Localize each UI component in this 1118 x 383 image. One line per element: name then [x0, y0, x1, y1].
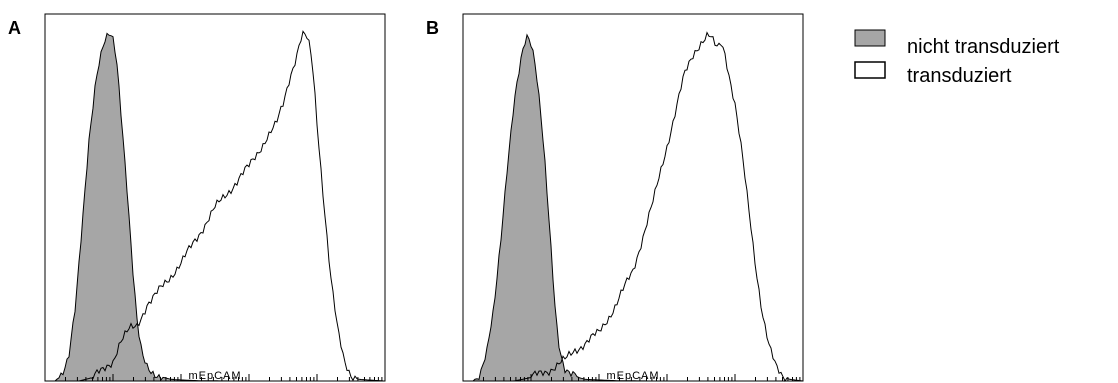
plot-frame-b: [462, 13, 804, 382]
panel-a-label: A: [8, 18, 21, 38]
plot-area-a: [44, 30, 386, 382]
legend: nicht transduziert transduziert: [854, 29, 1060, 87]
legend-swatch-transduziert: [854, 61, 886, 79]
legend-label-nicht-transduziert: nicht transduziert: [907, 36, 1060, 58]
x-axis-label-a: mEpCAM: [188, 370, 241, 382]
legend-label-transduziert: transduziert: [907, 65, 1012, 87]
panel-b-label: B: [426, 18, 439, 38]
plot-frame-a: [44, 13, 386, 382]
histogram-transduziert-a: [45, 30, 386, 382]
x-axis-label-b: mEpCAM: [606, 370, 659, 382]
plot-area-b: [462, 31, 804, 383]
histogram-nicht-transduziert-b: [463, 33, 803, 382]
legend-swatch-nicht-transduziert: [854, 29, 886, 47]
panel-b: B mEpCAM: [426, 13, 804, 383]
panel-a: A mEpCAM: [8, 13, 386, 382]
